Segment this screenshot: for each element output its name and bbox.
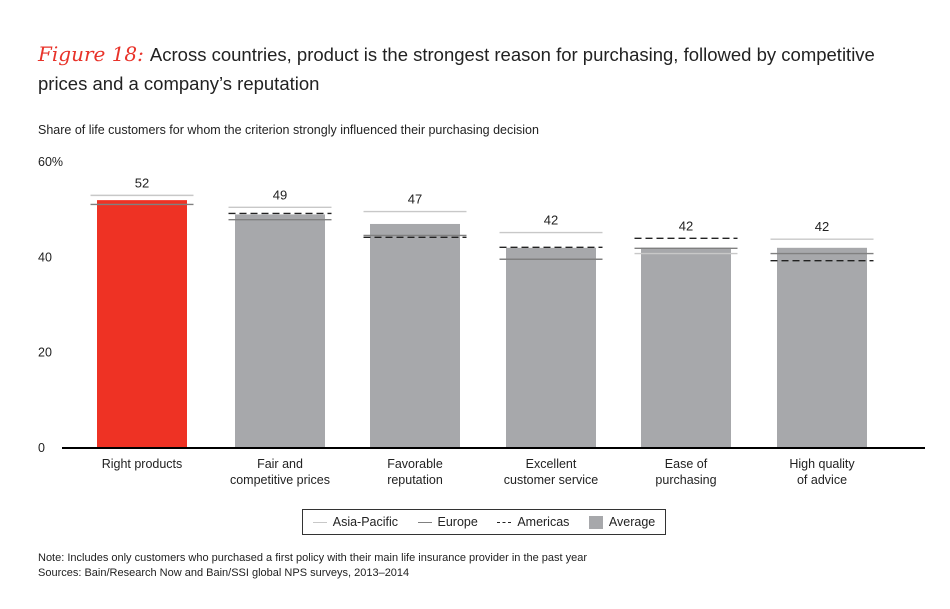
x-tick-label: Excellent <box>526 457 577 471</box>
bar <box>370 223 460 448</box>
legend-average: Average <box>588 515 656 529</box>
legend-label: Asia-Pacific <box>332 515 399 529</box>
bar <box>641 247 731 448</box>
line-swatch-icon <box>312 521 327 523</box>
chart-subtitle: Share of life customers for whom the cri… <box>38 123 539 137</box>
dashed-swatch-icon <box>497 521 512 523</box>
data-label: 47 <box>408 192 422 207</box>
legend-asia-pacific: Asia-Pacific <box>312 515 399 529</box>
bar <box>97 200 187 448</box>
legend-label: Americas <box>517 515 570 529</box>
chart-title: Figure 18: Across countries, product is t… <box>38 40 918 98</box>
title-text: Across countries, product is the stronge… <box>38 44 875 94</box>
line-swatch-icon <box>417 521 432 523</box>
x-tick-label: purchasing <box>655 473 716 487</box>
x-tick-label: Favorable <box>387 457 443 471</box>
legend-label: Europe <box>437 515 478 529</box>
data-label: 42 <box>815 219 829 234</box>
figure-label: Figure 18: <box>38 42 144 66</box>
data-label: 49 <box>273 187 287 202</box>
data-label: 42 <box>679 218 693 233</box>
y-tick-label: 40 <box>38 250 52 264</box>
sources: Sources: Bain/Research Now and Bain/SSI … <box>38 567 410 579</box>
y-tick-label: 20 <box>38 346 52 360</box>
legend-americas: Americas <box>497 515 569 529</box>
legend-europe: Europe <box>417 515 478 529</box>
bar-swatch-icon <box>588 515 603 529</box>
y-tick-label: 60% <box>38 155 63 169</box>
y-tick-label: 0 <box>38 441 45 455</box>
data-label: 42 <box>544 213 558 228</box>
legend: Asia-Pacific Europe Americas Average <box>302 509 666 535</box>
x-tick-label: Fair and <box>257 457 303 471</box>
x-tick-label: competitive prices <box>230 473 330 487</box>
note: Note: Includes only customers who purcha… <box>38 552 588 564</box>
bar <box>777 247 867 448</box>
legend-label: Average <box>608 515 656 529</box>
x-tick-label: Ease of <box>665 457 708 471</box>
x-tick-label: reputation <box>387 473 443 487</box>
x-tick-label: of advice <box>797 473 847 487</box>
bar <box>506 247 596 448</box>
x-tick-label: Right products <box>102 457 183 471</box>
bar <box>235 214 325 448</box>
data-label: 52 <box>135 175 149 190</box>
x-tick-label: customer service <box>504 473 599 487</box>
x-tick-label: High quality <box>789 457 855 471</box>
